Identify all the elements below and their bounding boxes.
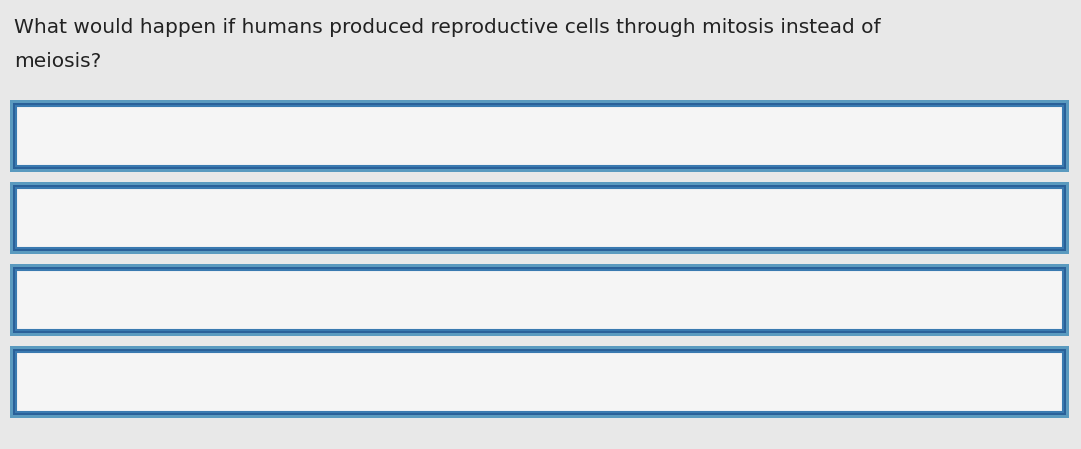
Bar [10, 182, 1069, 254]
Bar [10, 100, 1069, 172]
Bar [16, 352, 1063, 412]
Bar [16, 188, 1063, 248]
Bar [16, 106, 1063, 166]
Bar [13, 267, 1066, 333]
Bar [16, 270, 1063, 330]
Bar [16, 270, 1063, 330]
Bar [16, 352, 1063, 412]
Bar [13, 103, 1066, 169]
Text: a)  The offspring would be genetically identical to one of the parents: a) The offspring would be genetically id… [30, 127, 700, 145]
Bar [16, 188, 1063, 248]
Text: meiosis?: meiosis? [14, 52, 102, 71]
Text: b)  The number of cells would halve every generation: b) The number of cells would halve every… [30, 208, 553, 228]
Bar [16, 106, 1063, 166]
Bar [13, 185, 1066, 251]
Text: c)  The number of chromosomes would double every generation: c) The number of chromosomes would doubl… [30, 291, 658, 309]
Text: d)  The number of cells would double every generation: d) The number of cells would double ever… [30, 373, 568, 392]
Text: What would happen if humans produced reproductive cells through mitosis instead : What would happen if humans produced rep… [14, 18, 881, 37]
Bar [13, 349, 1066, 415]
Bar [10, 346, 1069, 418]
Bar [10, 264, 1069, 336]
